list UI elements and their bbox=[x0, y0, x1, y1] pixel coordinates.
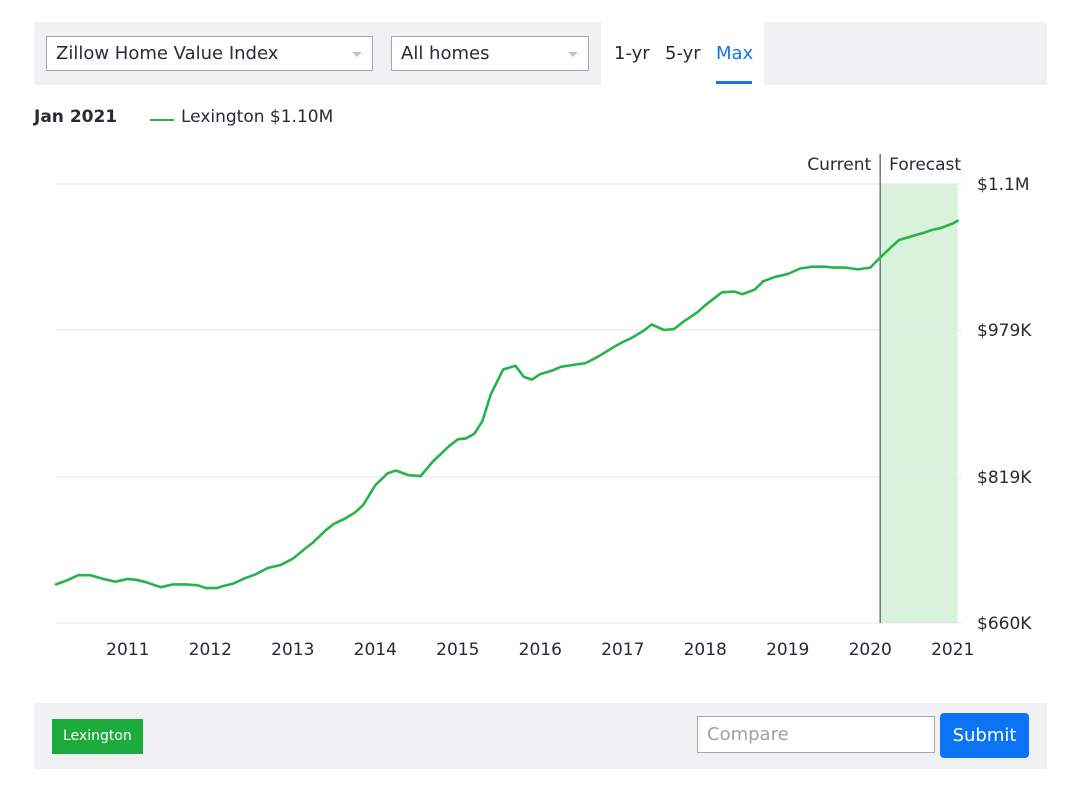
x-tick-label: 2020 bbox=[849, 640, 892, 660]
submit-button[interactable]: Submit bbox=[940, 713, 1029, 758]
series-line-lexington bbox=[54, 219, 960, 590]
y-tick-label: $1.1M bbox=[977, 175, 1030, 195]
index-type-value: Zillow Home Value Index bbox=[56, 43, 279, 64]
chevron-down-icon bbox=[568, 52, 578, 57]
x-tick-label: 2017 bbox=[601, 640, 644, 660]
region-tag[interactable]: Lexington bbox=[52, 719, 143, 754]
x-tick-label: 2011 bbox=[106, 640, 149, 660]
index-type-dropdown[interactable]: Zillow Home Value Index bbox=[46, 36, 373, 71]
x-tick-label: 2015 bbox=[436, 640, 479, 660]
home-type-value: All homes bbox=[401, 43, 490, 64]
x-tick-label: 2018 bbox=[684, 640, 727, 660]
x-tick-label: 2016 bbox=[519, 640, 562, 660]
forecast-band bbox=[880, 184, 958, 623]
x-tick-label: 2013 bbox=[271, 640, 314, 660]
compare-bar: Lexington Submit bbox=[34, 703, 1047, 769]
range-tab-max[interactable]: Max bbox=[716, 43, 754, 64]
y-tick-label: $979K bbox=[977, 321, 1032, 341]
y-tick-label: $819K bbox=[977, 468, 1032, 488]
x-tick-label: 2012 bbox=[189, 640, 232, 660]
legend-date: Jan 2021 bbox=[34, 107, 118, 127]
active-range-indicator bbox=[716, 81, 752, 84]
chart-toolbar: Zillow Home Value Index All homes 1-yr 5… bbox=[34, 22, 1047, 85]
range-tabs: 1-yr 5-yr Max bbox=[601, 22, 764, 85]
x-tick-label: 2014 bbox=[354, 640, 397, 660]
range-tab-5yr[interactable]: 5-yr bbox=[665, 43, 701, 64]
x-tick-label: 2019 bbox=[766, 640, 809, 660]
home-value-chart: $660K $819K $979K $1.1M 2011 2012 2013 2014 2015… bbox=[54, 154, 1032, 660]
compare-input[interactable] bbox=[697, 716, 935, 753]
range-tab-1yr[interactable]: 1-yr bbox=[614, 43, 650, 64]
chevron-down-icon bbox=[352, 52, 362, 57]
x-tick-label: 2021 bbox=[931, 640, 974, 660]
forecast-label: Forecast bbox=[889, 155, 961, 175]
y-tick-label: $660K bbox=[977, 614, 1032, 634]
legend-series-label: Lexington $1.10M bbox=[181, 107, 334, 127]
legend-swatch bbox=[150, 119, 174, 121]
home-type-dropdown[interactable]: All homes bbox=[391, 36, 589, 71]
current-label: Current bbox=[807, 155, 871, 175]
